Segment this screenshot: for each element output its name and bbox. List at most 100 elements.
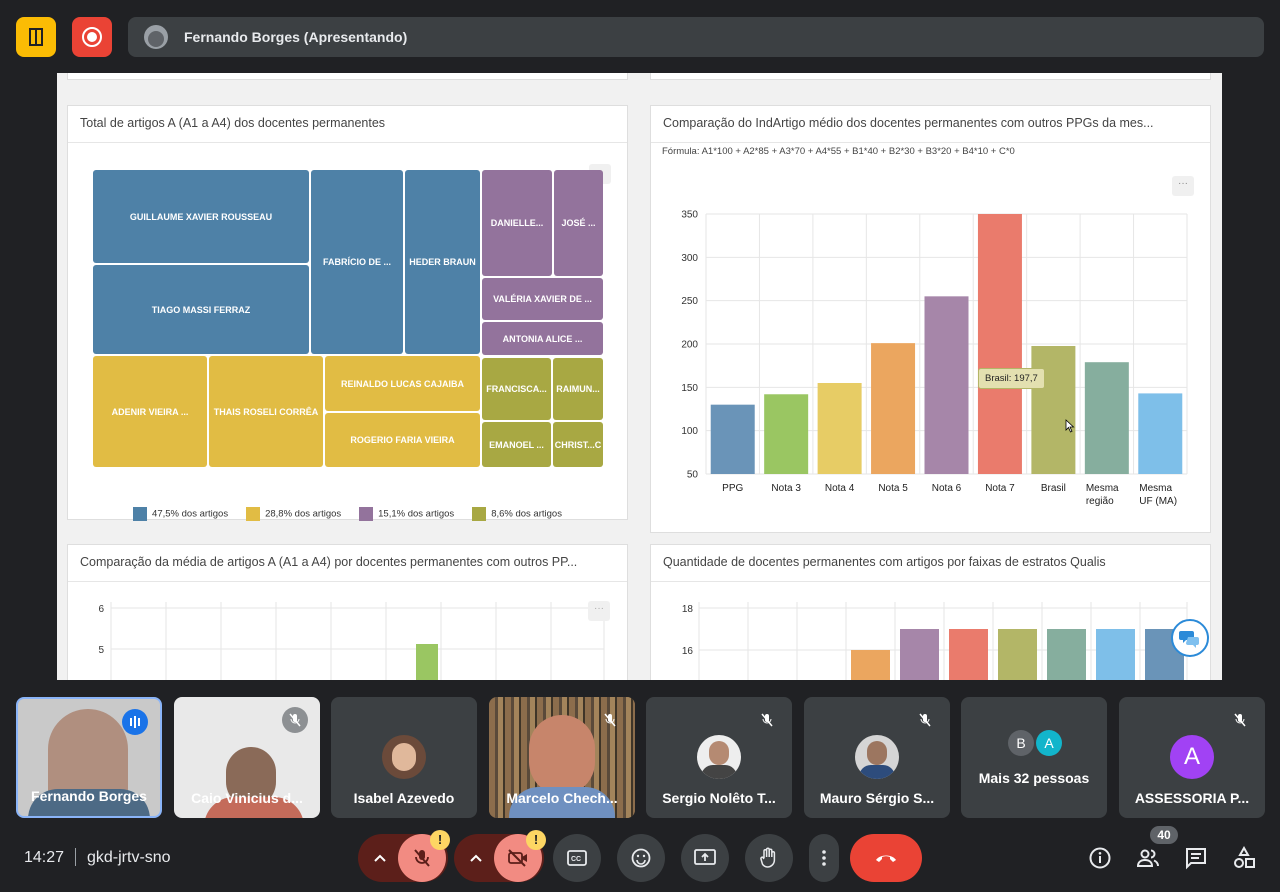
legend-item[interactable]: 47,5% dos artigos [133,507,228,521]
chart-bar [998,629,1037,680]
activities-icon[interactable] [1232,846,1256,870]
avatar [855,735,899,779]
participant-name: Sergio Nolêto T... [662,790,776,806]
chat-help-icon [1179,631,1199,648]
treemap-tile[interactable]: TIAGO MASSI FERRAZ [93,265,309,354]
treemap-tile[interactable]: FABRÍCIO DE ... [311,170,403,354]
participant-tile[interactable]: Mauro Sérgio S... [804,697,950,818]
divider [75,848,76,866]
present-screen-button[interactable] [681,834,729,882]
avatar [382,735,426,779]
participant-tile[interactable]: Marcelo Chech... [489,697,635,818]
x-tick-label: Nota 3 [771,483,801,494]
legend-item[interactable]: 15,1% dos artigos [359,507,454,521]
legend-item[interactable]: 8,6% dos artigos [472,507,562,521]
participant-tile[interactable]: Sergio Nolêto T... [646,697,792,818]
treemap-tile[interactable]: THAIS ROSELI CORRÊA [209,356,323,467]
chart-bar[interactable] [710,404,755,474]
avatar: B [1008,730,1034,756]
quantidade-card: Quantidade de docentes permanentes com a… [650,544,1211,680]
chart-bar[interactable] [1138,393,1183,474]
participant-name: Marcelo Chech... [506,790,618,806]
media-title: Comparação da média de artigos A (A1 a A… [68,545,627,582]
participant-tile[interactable]: Caio Vinicius d... [174,697,320,818]
record-icon [82,27,102,47]
treemap-tile[interactable]: EMANOEL ... [482,422,551,467]
avatar: A [1036,730,1062,756]
treemap-tile[interactable]: ADENIR VIEIRA ... [93,356,207,467]
participant-name: Caio Vinicius d... [191,790,303,806]
treemap-tile[interactable]: REINALDO LUCAS CAJAIBA [325,356,480,411]
mic-off-indicator [282,707,308,733]
chart-menu[interactable]: ··· [588,601,610,621]
chart-tooltip: Brasil: 197,7 [978,368,1045,389]
chart-bar[interactable] [1031,345,1076,474]
recording-button[interactable] [72,17,112,57]
more-options-button[interactable] [809,834,839,882]
chart-bar[interactable] [1084,362,1129,474]
audio-bars-icon [130,716,140,728]
indartigo-card: Comparação do IndArtigo médio dos docent… [650,105,1211,533]
meeting-code: gkd-jrtv-sno [87,849,171,866]
chart-bar[interactable] [817,383,862,474]
y-tick-label: 6 [98,604,104,615]
info-icon[interactable] [1088,846,1112,870]
participant-tile[interactable]: Fernando Borges [16,697,162,818]
help-chat-button[interactable] [1171,619,1209,657]
x-tick-label: Mesma [1139,483,1172,494]
treemap-tile[interactable]: GUILLAUME XAVIER ROUSSEAU [93,170,309,263]
chart-bar[interactable] [977,214,1022,474]
participant-name: Isabel Azevedo [353,790,455,806]
leave-call-button[interactable] [850,834,922,882]
participant-name: Fernando Borges [31,788,147,804]
quantidade-chart: 18 16 [682,602,1188,680]
treemap-title: Total de artigos A (A1 a A4) dos docente… [68,106,627,143]
y-tick-label: 150 [681,383,698,394]
treemap-tile[interactable]: VALÉRIA XAVIER DE ... [482,278,603,320]
participant-video [529,715,595,795]
people-icon[interactable] [1136,846,1160,870]
warning-badge: ! [526,830,546,850]
legend-item[interactable]: 28,8% dos artigos [246,507,341,521]
treemap-tile[interactable]: FRANCISCA... [482,358,551,420]
camera-off-icon [508,849,527,867]
chevron-up-icon [470,854,482,862]
presenter-bar[interactable]: Fernando Borges (Apresentando) [128,17,1264,57]
mouse-cursor-icon [1065,419,1075,433]
camera-toggle-button[interactable] [494,834,542,882]
chart-bar [900,629,939,680]
treemap-tile[interactable]: JOSÉ ... [554,170,603,276]
chart-menu[interactable]: ··· [1172,176,1194,196]
treemap-tile[interactable]: ROGERIO FARIA VIEIRA [325,413,480,467]
treemap-tile[interactable]: CHRIST...C [553,422,603,467]
treemap-legend: 47,5% dos artigos 28,8% dos artigos 15,1… [68,507,627,521]
participant-tile[interactable]: Isabel Azevedo [331,697,477,818]
participant-tile[interactable]: A ASSESSORIA P... [1119,697,1265,818]
presenter-label: Fernando Borges (Apresentando) [184,29,408,45]
shirt-shape [509,787,615,818]
chat-icon[interactable] [1184,846,1208,870]
treemap-tile[interactable]: HEDER BRAUN [405,170,480,354]
x-tick-label: Nota 5 [878,483,908,494]
treemap-tile[interactable]: DANIELLE... [482,170,552,276]
treemap-tile[interactable]: RAIMUN... [553,358,603,420]
x-tick-label: Nota 6 [932,483,962,494]
mic-off-icon [919,713,931,727]
chart-bar [949,629,988,680]
more-people-tile[interactable]: B A Mais 32 pessoas [961,697,1107,818]
reactions-button[interactable] [617,834,665,882]
door-icon [29,28,43,46]
door-button[interactable] [16,17,56,57]
treemap-card: Total de artigos A (A1 a A4) dos docente… [67,105,628,521]
treemap-tile[interactable]: ANTONIA ALICE ... [482,322,603,355]
chart-bar [416,644,438,680]
x-tick-label: Brasil [1041,483,1066,494]
captions-button[interactable]: CC [553,834,601,882]
raise-hand-button[interactable] [745,834,793,882]
chart-bar[interactable] [764,394,809,474]
participant-name: ASSESSORIA P... [1134,790,1250,806]
x-tick-label: UF (MA) [1139,496,1177,506]
chart-bar[interactable] [871,343,916,474]
participant-name: Mauro Sérgio S... [819,790,935,806]
chart-bar[interactable] [924,296,969,474]
